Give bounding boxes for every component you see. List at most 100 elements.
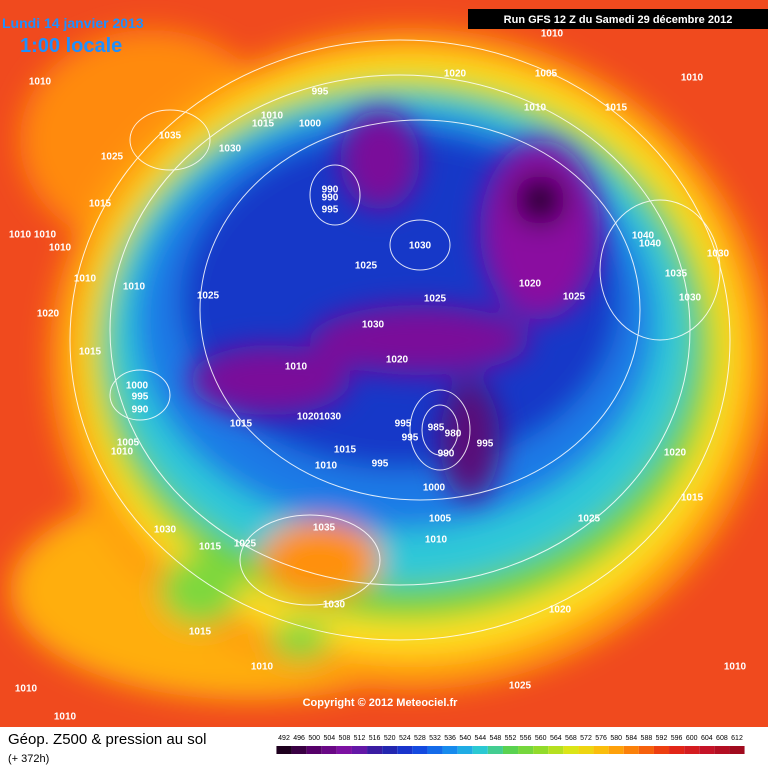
scale-label: 524 [399, 735, 411, 742]
isobar-label: 1010 [123, 282, 146, 293]
scale-label: 588 [641, 735, 653, 742]
isobar-label: 1015 [89, 199, 112, 210]
isobar-label: 1025 [578, 514, 601, 525]
isobar-label: 1010 [425, 535, 448, 546]
scale-label: 504 [323, 735, 335, 742]
scale-swatch [321, 746, 337, 754]
isobar-label: 1030 [319, 412, 342, 423]
scale-swatch [729, 746, 745, 754]
isobar-label: 1035 [159, 131, 182, 142]
isobar-label: 1025 [509, 681, 532, 692]
isobar-label: 1020 [519, 279, 542, 290]
scale-swatch [699, 746, 715, 754]
isobar-label: 1030 [707, 249, 730, 260]
isobar-label: 980 [445, 429, 462, 440]
scale-swatch [351, 746, 368, 754]
scale-label: 600 [686, 735, 698, 742]
isobar-label: 1040 [632, 231, 655, 242]
scale-swatch [533, 746, 549, 754]
scale-label: 548 [490, 735, 502, 742]
isobar-label: 995 [395, 419, 412, 430]
valid-time: 1:00 locale [20, 35, 122, 57]
isobar-label: 1000 [299, 119, 322, 130]
isobar-label: 1015 [252, 119, 275, 130]
isobar-label: 1010 [29, 77, 52, 88]
isobars [69, 39, 731, 641]
isobar-label: 1010 [15, 684, 38, 695]
copyright: Copyright © 2012 Meteociel.fr [303, 697, 459, 709]
isobar-label: 1020 [664, 448, 687, 459]
scale-label: 564 [550, 735, 562, 742]
isobar-label: 1030 [679, 293, 702, 304]
isobar-label: 1040 [639, 239, 662, 250]
scale-label: 508 [339, 735, 351, 742]
isobar-label: 1020 [37, 309, 60, 320]
scale-label: 528 [414, 735, 426, 742]
run-info: Run GFS 12 Z du Samedi 29 décembre 2012 [504, 14, 733, 26]
isobar-label: 1035 [313, 523, 336, 534]
scale-swatch [653, 746, 670, 754]
scale-label: 536 [444, 735, 456, 742]
isobar-label: 1035 [665, 269, 688, 280]
scale-label: 572 [580, 735, 592, 742]
isobar-label: 1015 [334, 445, 357, 456]
scale-label: 592 [656, 735, 668, 742]
scale-swatch [382, 746, 398, 754]
scale-label: 608 [716, 735, 728, 742]
scale-swatch [457, 746, 473, 754]
isobar-label: 1025 [424, 294, 447, 305]
isobar-label: 1030 [362, 320, 385, 331]
isobar-label: 1030 [409, 241, 432, 252]
isobar-label: 1010 [681, 73, 704, 84]
scale-swatch [623, 746, 639, 754]
isobar-label: 1000 [126, 381, 149, 392]
scale-swatch [502, 746, 519, 754]
scale-label: 512 [354, 735, 366, 742]
scale-label: 576 [595, 735, 607, 742]
isobar-label: 995 [477, 439, 494, 450]
scale-swatch [638, 746, 654, 754]
isobar-label: 990 [132, 405, 149, 416]
scale-label: 540 [459, 735, 471, 742]
isobar-label: 1015 [230, 419, 253, 430]
isobar-label: 1010 [74, 274, 97, 285]
scale-swatch [397, 746, 413, 754]
scale-label: 532 [429, 735, 441, 742]
scale-swatch [472, 746, 488, 754]
isobar-label: 1010 [261, 111, 284, 122]
scale-label: 520 [384, 735, 396, 742]
scale-label: 544 [474, 735, 486, 742]
isobar-label: 1010 [54, 712, 77, 723]
scale-label: 568 [565, 735, 577, 742]
isobar-label: 1015 [189, 627, 212, 638]
run-banner [468, 9, 768, 29]
lead-time: (+ 372h) [8, 753, 49, 765]
scale-label: 492 [278, 735, 290, 742]
isobar-label: 990 [438, 449, 455, 460]
scale-label: 604 [701, 735, 713, 742]
valid-date: Lundi 14 janvier 2013 [2, 15, 144, 31]
isobar-label: 1010 [285, 362, 308, 373]
isobar-label: 1000 [423, 483, 446, 494]
isobar-label: 1005 [535, 69, 558, 80]
isobar-label: 1005 [117, 438, 140, 449]
isobar-label: 1025 [197, 291, 220, 302]
isobar-label: 995 [132, 392, 149, 403]
isobar-label: 995 [312, 87, 329, 98]
isobar-label: 1015 [79, 347, 102, 358]
color-scale: 492 496 500 504 508 512 516 520 524 528 532 536 540 5… [276, 735, 745, 754]
scale-swatch [608, 746, 624, 754]
isobar-label: 1030 [323, 600, 346, 611]
isobar-label: 1025 [101, 152, 124, 163]
scale-swatch [276, 746, 292, 754]
isobar-label: 1030 [219, 144, 242, 155]
scale-swatch [714, 746, 730, 754]
isobar-label: 1025 [355, 261, 378, 272]
scale-label: 584 [625, 735, 637, 742]
scale-label: 500 [308, 735, 320, 742]
isobar-label: 990 [322, 185, 339, 196]
scale-label: 556 [520, 735, 532, 742]
